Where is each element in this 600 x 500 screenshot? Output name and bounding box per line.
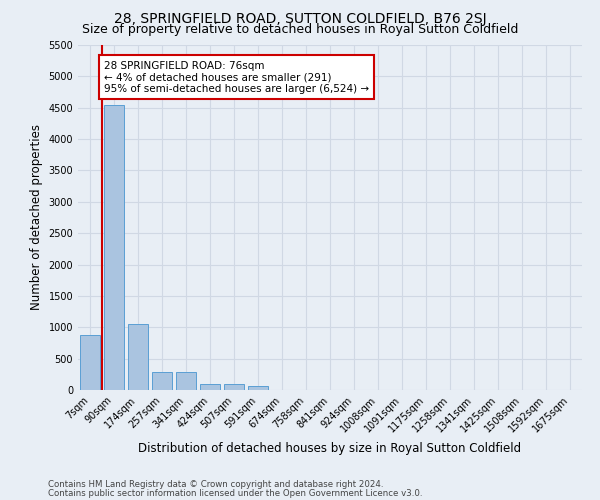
Text: Size of property relative to detached houses in Royal Sutton Coldfield: Size of property relative to detached ho… <box>82 22 518 36</box>
Bar <box>200 384 220 390</box>
Bar <box>176 372 196 390</box>
Bar <box>224 384 244 390</box>
Bar <box>152 372 172 390</box>
Text: 28 SPRINGFIELD ROAD: 76sqm
← 4% of detached houses are smaller (291)
95% of semi: 28 SPRINGFIELD ROAD: 76sqm ← 4% of detac… <box>104 60 369 94</box>
Text: 28, SPRINGFIELD ROAD, SUTTON COLDFIELD, B76 2SJ: 28, SPRINGFIELD ROAD, SUTTON COLDFIELD, … <box>113 12 487 26</box>
Text: Contains HM Land Registry data © Crown copyright and database right 2024.: Contains HM Land Registry data © Crown c… <box>48 480 383 489</box>
Bar <box>128 324 148 390</box>
Bar <box>104 105 124 390</box>
X-axis label: Distribution of detached houses by size in Royal Sutton Coldfield: Distribution of detached houses by size … <box>139 442 521 456</box>
Bar <box>80 335 100 390</box>
Text: Contains public sector information licensed under the Open Government Licence v3: Contains public sector information licen… <box>48 488 422 498</box>
Y-axis label: Number of detached properties: Number of detached properties <box>30 124 43 310</box>
Bar <box>248 386 268 390</box>
